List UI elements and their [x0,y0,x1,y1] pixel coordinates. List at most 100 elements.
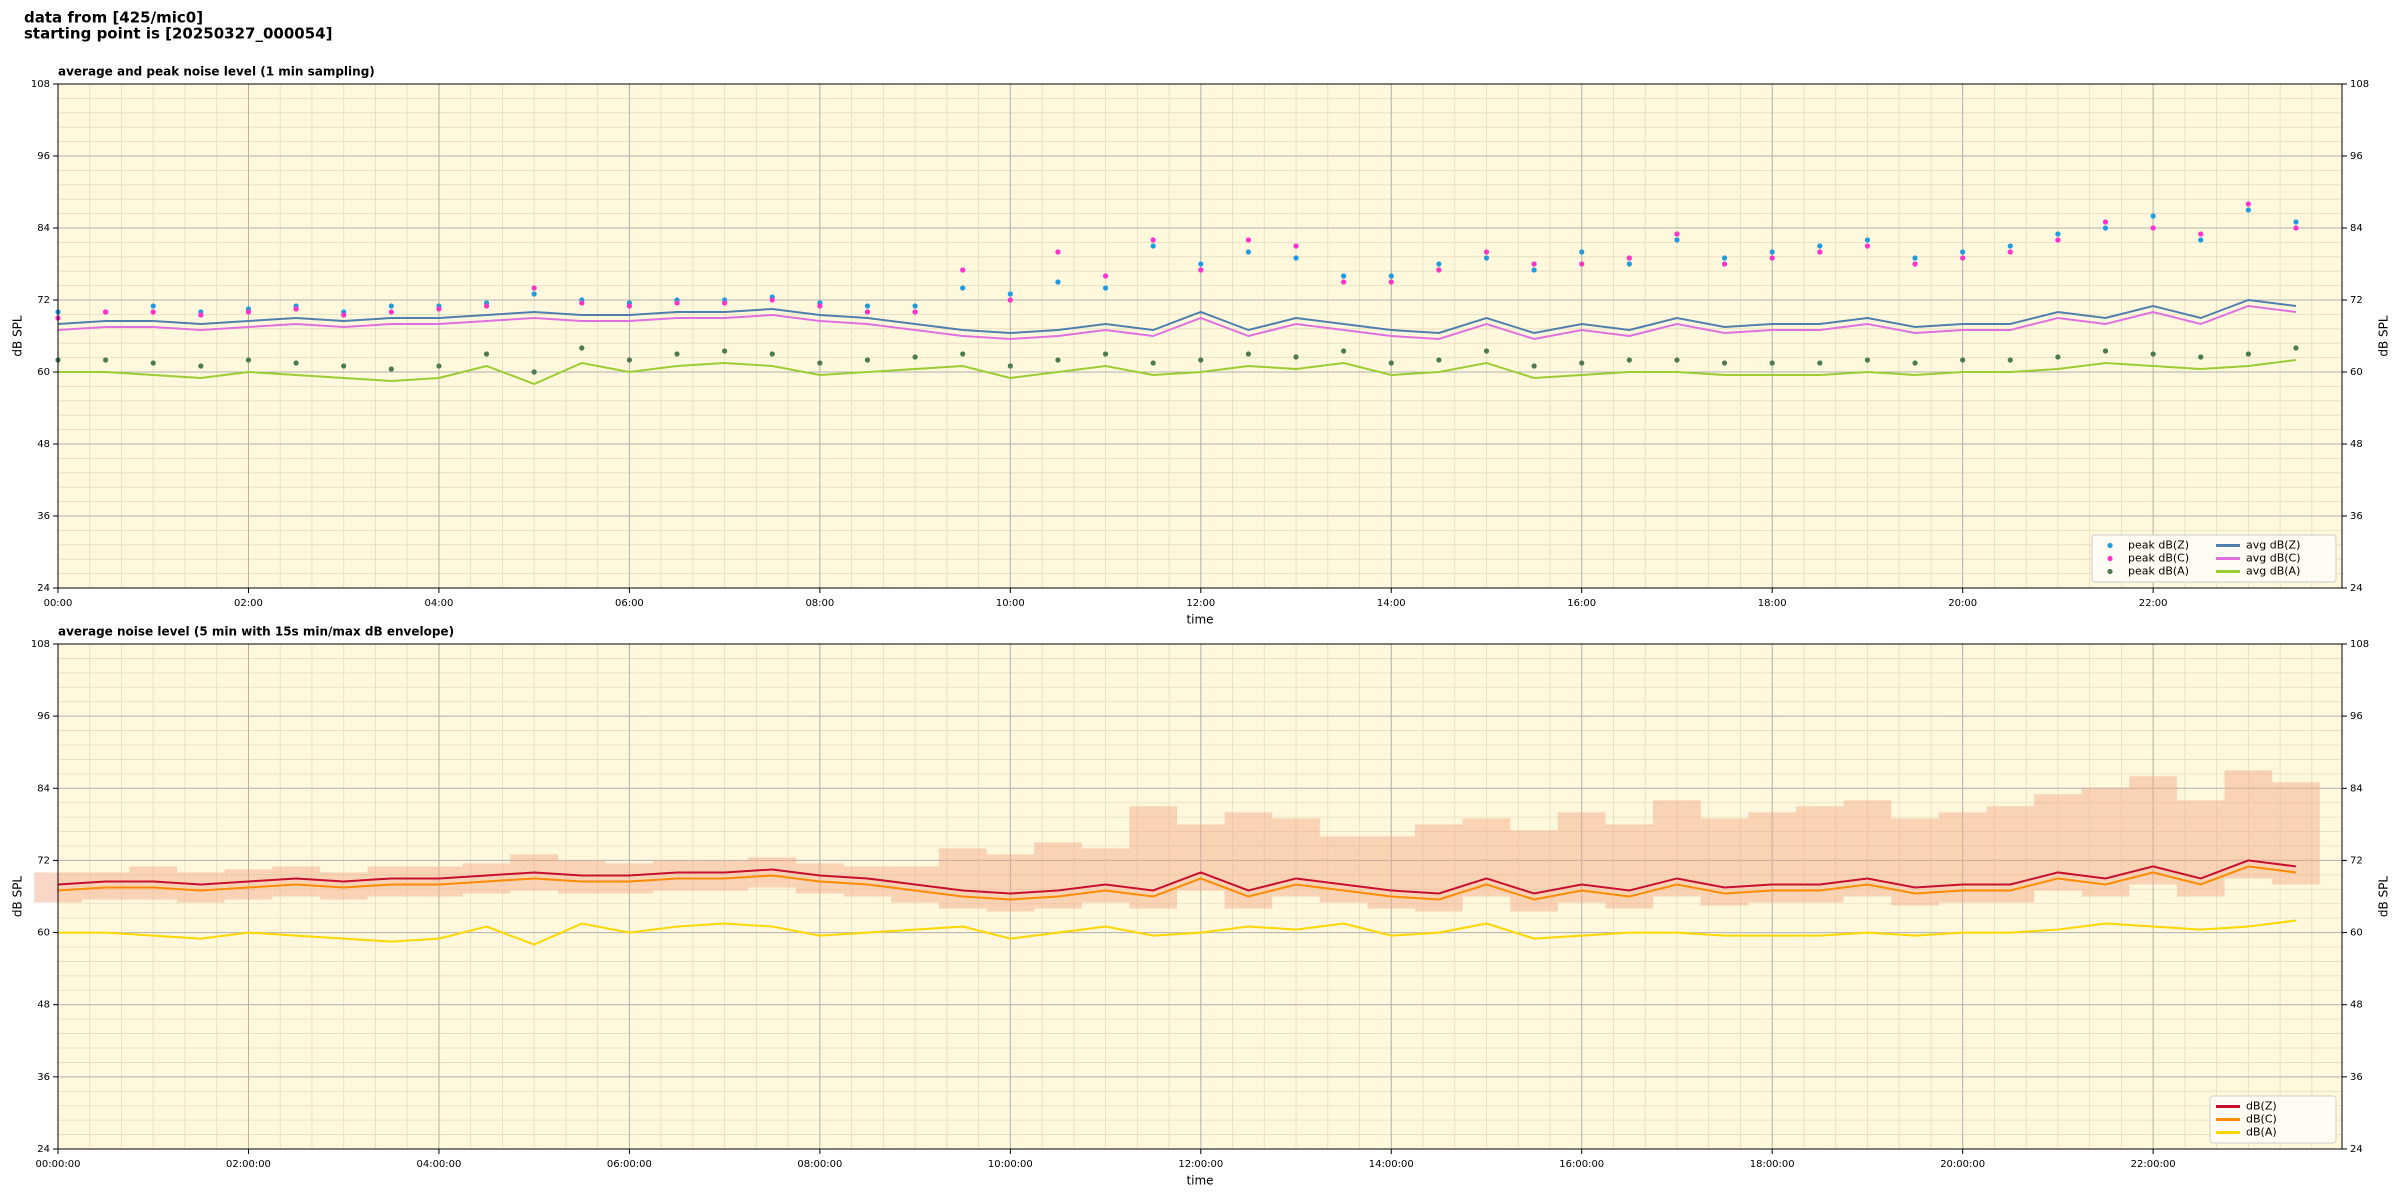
envelope [1415,824,1463,912]
peak-dot [1483,249,1490,255]
peak-dot [1293,354,1299,360]
x-tick-label: 20:00:00 [1940,1159,1985,1170]
peak-dot [2055,354,2061,360]
chart-title: average and peak noise level (1 min samp… [58,65,375,79]
envelope [415,866,463,897]
legend-label: peak dB(A) [2128,565,2189,578]
peak-dot [436,363,442,369]
x-tick-label: 16:00 [1567,598,1596,609]
peak-dot [1674,237,1680,243]
peak-dot [1817,243,1823,249]
peak-dot [769,297,775,303]
peak-dot [2293,225,2299,231]
peak-dot [2245,207,2251,213]
axes-frame [57,83,2343,589]
x-tick-label: 02:00:00 [226,1159,271,1170]
peak-dot [2150,351,2156,357]
y-tick-label: 96 [2350,151,2363,162]
y-tick-label: 108 [31,639,50,650]
y-tick-label: 60 [2350,367,2363,378]
peak-dot [1531,363,1537,369]
x-tick-label: 06:00 [615,598,644,609]
y-tick-label: 72 [2350,295,2363,306]
peak-dot [2102,348,2109,354]
x-tick-label: 02:00 [234,598,263,609]
peak-dot [1626,255,1632,261]
peak-dot [1721,261,1728,267]
peak-dot [1055,357,1061,363]
peak-dot [674,300,680,306]
x-tick-label: 04:00 [425,598,454,609]
peak-dot [436,306,442,312]
series-line [57,298,2297,335]
envelope [367,866,416,897]
peak-dot [388,366,394,372]
peak-dot [2055,231,2061,237]
peak-dot [960,267,966,273]
peak-dot [198,312,204,318]
peak-dot [1245,249,1252,255]
peak-dot [2293,345,2299,351]
peak-dot [1198,267,1204,273]
peak-dot [2102,219,2109,225]
x-tick-label: 16:00:00 [1559,1159,1604,1170]
peak-dot [579,300,585,306]
x-tick-label: 22:00:00 [2131,1159,2176,1170]
peak-dot [1102,351,1109,357]
peak-dot [2245,351,2251,357]
x-tick-label: 08:00 [805,598,834,609]
peak-dot [1293,243,1299,249]
envelope [1081,848,1130,903]
y-tick-label: 48 [2350,1000,2363,1011]
peak-dot [2102,225,2109,231]
peak-dot [1483,255,1490,261]
envelope [605,863,654,894]
peak-dot [2198,237,2204,243]
peak-dot [1483,348,1490,354]
peak-dot [722,300,728,306]
envelope [81,872,130,900]
peak-dot [341,363,347,369]
page-title: data from [425/mic0] [24,9,203,27]
peak-dot [1960,249,1966,255]
envelope [986,854,1035,912]
peak-dot [1388,273,1394,279]
envelope [2272,782,2320,885]
y-tick-label: 24 [2350,1144,2363,1155]
peak-dot [531,369,537,375]
y-tick-label: 36 [2350,511,2363,522]
chart-title: average noise level (5 min with 15s min/… [58,625,454,639]
envelope [700,860,749,891]
peak-dot [1150,237,1156,243]
y-axis-label: dB SPL [2377,876,2391,918]
x-tick-label: 14:00 [1377,598,1406,609]
peak-dot [2007,249,2013,255]
peak-dot [1007,291,1013,297]
peak-dot [1293,255,1299,261]
envelope [224,869,273,900]
peak-dot [483,351,490,357]
y-tick-label: 36 [2350,1072,2363,1083]
legend-label: dB(A) [2246,1126,2277,1139]
peak-dot [1388,279,1394,285]
peak-dot [864,357,871,363]
peak-dot [1674,231,1680,237]
x-tick-label: 08:00:00 [797,1159,842,1170]
peak-dot [1626,261,1632,267]
peak-dot [1245,237,1252,243]
series-line [57,859,2297,895]
peak-dot [864,303,871,309]
y-axis-label: dB SPL [2377,315,2391,357]
peak-dot [1769,255,1775,261]
envelope [1129,806,1177,909]
peak-dot [1007,363,1013,369]
peak-dot [1769,249,1775,255]
peak-dot [1864,237,1871,243]
envelope [1510,830,1558,912]
y-tick-label: 108 [2350,639,2369,650]
axes-frame [57,643,2343,1150]
peak-dot [2007,243,2013,249]
x-tick-label: 10:00:00 [988,1159,1033,1170]
peak-dot [1198,261,1204,267]
y-tick-label: 84 [37,223,50,234]
